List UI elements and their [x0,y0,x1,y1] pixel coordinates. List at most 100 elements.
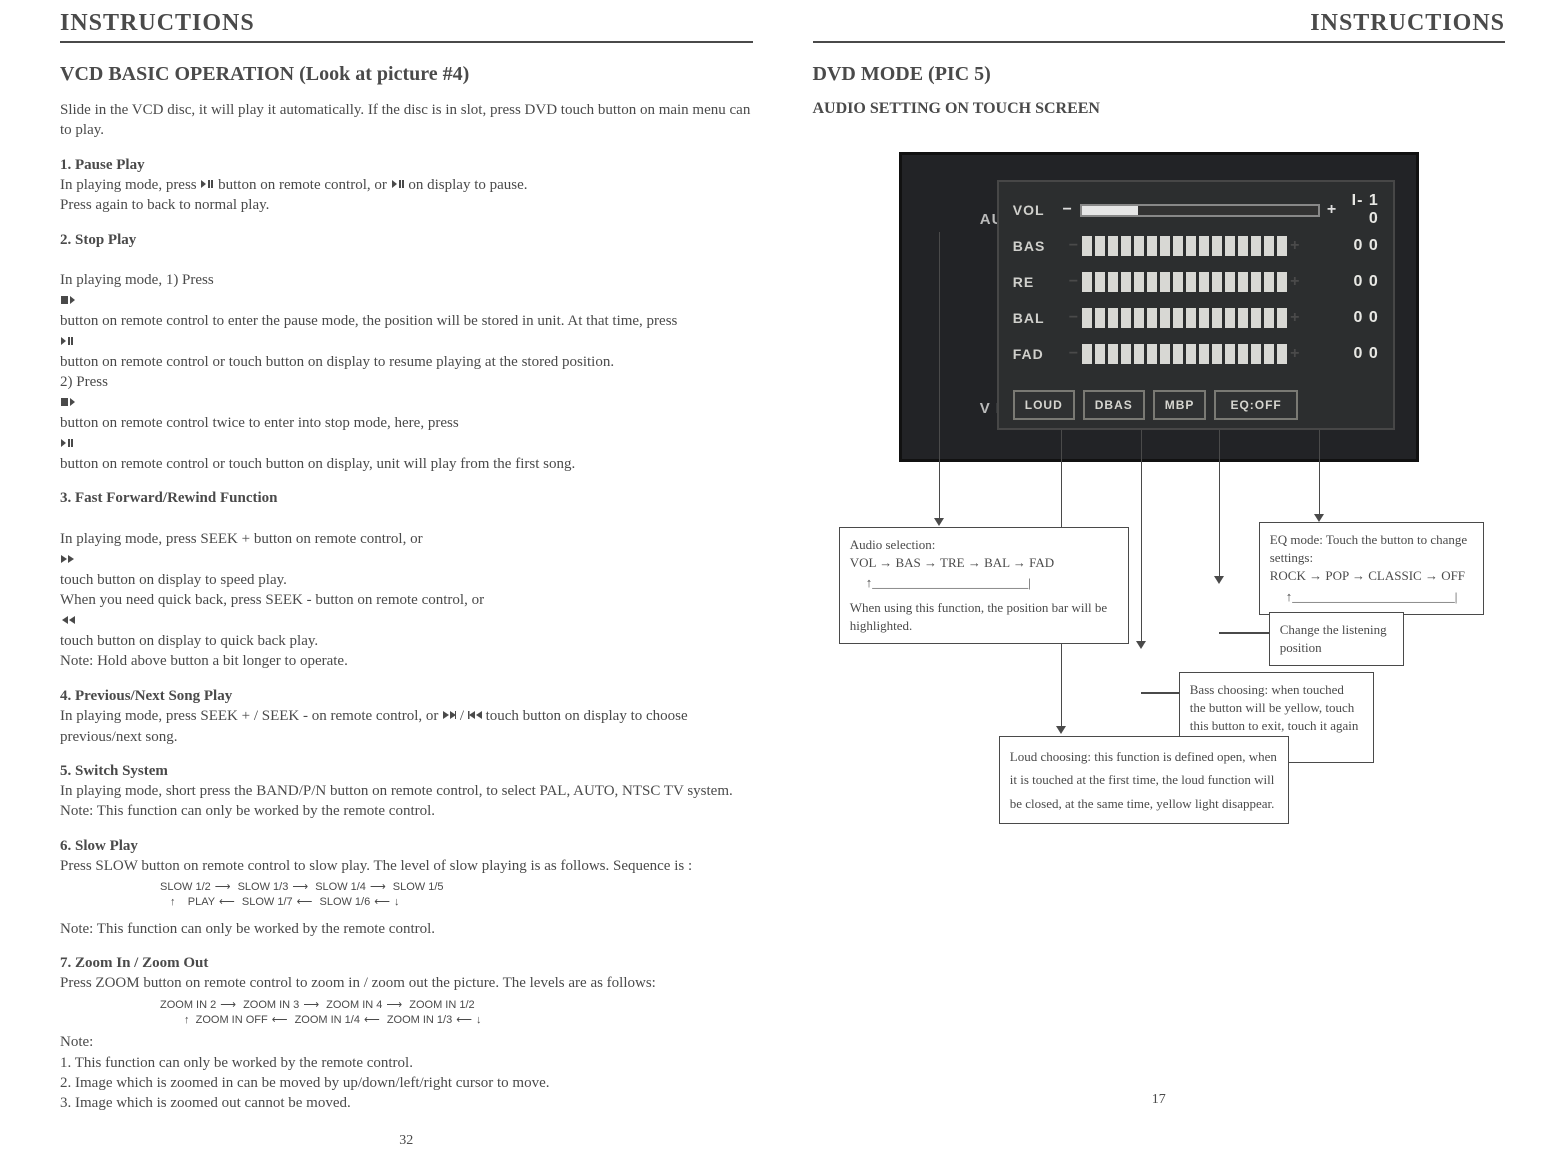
c: ROCK → POP → CLASSIC → OFF [1270,567,1473,585]
row-label: VOL [1013,202,1059,218]
eq-callout: EQ mode: Touch the button to change sett… [1259,522,1484,615]
item3-title: 3. Fast Forward/Rewind Function [60,488,753,508]
c: Change the listening position [1280,622,1387,655]
row-val: 0 0 [1333,309,1379,327]
left-header: INSTRUCTIONS [60,10,753,43]
row-val: I- 1 0 [1341,192,1379,228]
s: SLOW 1/4 [315,881,366,893]
c: Loud choosing: this function is defined … [1010,749,1277,811]
z: ZOOM IN 1/2 [409,999,474,1011]
t: In playing mode, press SEEK + / SEEK - o… [60,708,442,724]
screen-button-row: LOUD DBAS MBP EQ:OFF [1013,390,1379,420]
row-bal[interactable]: BAL − + 0 0 [1013,300,1379,336]
zoom-top-row: ZOOM IN 2⟶ ZOOM IN 3⟶ ZOOM IN 4⟶ ZOOM IN… [160,998,753,1013]
item3-body: In playing mode, press SEEK + button on … [60,509,753,672]
left-page: INSTRUCTIONS VCD BASIC OPERATION (Look a… [30,10,783,1108]
row-val: 0 0 [1333,345,1379,363]
row-bas[interactable]: BAS − + 0 0 [1013,228,1379,264]
row-label: BAS [1013,238,1069,254]
t: button on remote control or touch button… [60,456,575,472]
screen-panel: VOL −+ I- 1 0 BAS − + 0 0 RE − + 0 0 [997,180,1395,430]
slow-sequence-diagram: SLOW 1/2⟶ SLOW 1/3⟶ SLOW 1/4⟶ SLOW 1/5 ↑… [160,880,753,911]
device-screen: AUD I O V I DEO VOL −+ I- 1 0 BAS − + 0 … [899,152,1419,462]
item2-title: 2. Stop Play [60,230,753,250]
item6-title: 6. Slow Play [60,836,753,856]
stop-play-icon [60,393,76,413]
n: 2. Image which is zoomed in can be moved… [60,1075,549,1091]
play-pause-icon [391,175,405,195]
row-vol[interactable]: VOL −+ I- 1 0 [1013,192,1379,228]
right-header: INSTRUCTIONS [813,10,1506,43]
t: touch button on display to quick back pl… [60,633,348,669]
z: ZOOM IN 4 [326,999,382,1011]
item4-title: 4. Previous/Next Song Play [60,686,753,706]
z: ZOOM IN 2 [160,999,216,1011]
rewind-icon [60,611,76,631]
left-page-num: 32 [60,1113,753,1149]
play-pause-icon [200,175,214,195]
t: button on remote control or touch button… [60,354,614,390]
audio-setting-title: AUDIO SETTING ON TOUCH SCREEN [813,100,1506,118]
row-label: BAL [1013,310,1069,326]
n: 1. This function can only be worked by t… [60,1055,413,1071]
s: PLAY [188,896,215,908]
loud-button[interactable]: LOUD [1013,390,1075,420]
right-page-num: 17 [813,1072,1506,1108]
z: ZOOM IN 1/3 [387,1014,452,1026]
item1-title: 1. Pause Play [60,155,753,175]
item5-body: In playing mode, short press the BAND/P/… [60,781,753,822]
item1-t1: button on remote control, or [218,177,390,193]
item6-body: Press SLOW button on remote control to s… [60,856,753,876]
fast-forward-icon [60,550,76,570]
row-label: FAD [1013,346,1069,362]
t: touch button on display to speed play. W… [60,572,484,608]
t: button on remote control to enter the pa… [60,313,677,329]
row-fad[interactable]: FAD − + 0 0 [1013,336,1379,372]
row-label: RE [1013,274,1069,290]
s: SLOW 1/5 [393,881,444,893]
row-val: 0 0 [1333,273,1379,291]
zoom-bot-row: ↑ ZOOM IN OFF⟵ ZOOM IN 1/4⟵ ZOOM IN 1/3⟵… [184,1013,753,1028]
z: ZOOM IN 3 [243,999,299,1011]
row-tre[interactable]: RE − + 0 0 [1013,264,1379,300]
seq-top-row: SLOW 1/2⟶ SLOW 1/3⟶ SLOW 1/4⟶ SLOW 1/5 [160,880,753,895]
c: When using this function, the position b… [850,599,1118,635]
item1-body: In playing mode, press button on remote … [60,175,753,216]
zoom-sequence-diagram: ZOOM IN 2⟶ ZOOM IN 3⟶ ZOOM IN 4⟶ ZOOM IN… [160,998,753,1029]
t: button on remote control twice to enter … [60,415,459,431]
change-pos-callout: Change the listening position [1269,612,1404,666]
seq-bot-row: ↑ PLAY⟵ SLOW 1/7⟵ SLOW 1/6⟵↓ [170,895,753,910]
t: In playing mode, press SEEK + button on … [60,531,423,547]
s: SLOW 1/6 [319,896,370,908]
item5-title: 5. Switch System [60,761,753,781]
dbas-button[interactable]: DBAS [1083,390,1145,420]
next-icon [442,706,456,726]
item7-body: Press ZOOM button on remote control to z… [60,973,753,993]
n: Note: [60,1034,93,1050]
s: SLOW 1/3 [238,881,289,893]
c: Audio selection: [850,536,1118,554]
item4-body: In playing mode, press SEEK + / SEEK - o… [60,706,753,747]
stop-play-icon [60,291,76,311]
prev-icon [468,706,482,726]
vcd-title: VCD BASIC OPERATION (Look at picture #4) [60,63,753,86]
audio-selection-callout: Audio selection: VOL → BAS → TRE → BAL →… [839,527,1129,644]
z: ZOOM IN OFF [196,1014,268,1026]
z: ZOOM IN 1/4 [295,1014,360,1026]
n: 3. Image which is zoomed out cannot be m… [60,1095,351,1111]
mbp-button[interactable]: MBP [1153,390,1207,420]
loud-callout: Loud choosing: this function is defined … [999,736,1289,824]
right-page: INSTRUCTIONS DVD MODE (PIC 5) AUDIO SETT… [783,10,1536,1108]
s: SLOW 1/2 [160,881,211,893]
t: In playing mode, 1) Press [60,272,214,288]
s: SLOW 1/7 [242,896,293,908]
play-pause-icon [60,332,74,352]
row-val: 0 0 [1333,237,1379,255]
item6-note: Note: This function can only be worked b… [60,919,753,939]
c: EQ mode: Touch the button to change sett… [1270,531,1473,567]
item7-notes: Note: 1. This function can only be worke… [60,1032,753,1113]
eq-button[interactable]: EQ:OFF [1214,390,1297,420]
screenshot-area: AUD I O V I DEO VOL −+ I- 1 0 BAS − + 0 … [839,152,1479,912]
t: / [460,708,468,724]
play-pause-icon [60,434,74,454]
